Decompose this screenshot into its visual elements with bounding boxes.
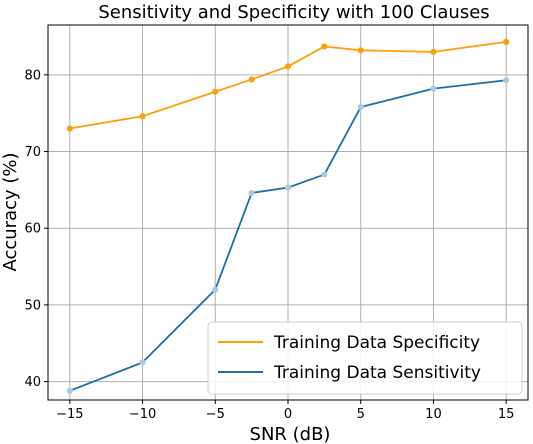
legend: Training Data Specificity Training Data S…	[207, 321, 523, 395]
series-1-point	[503, 38, 510, 45]
x-tick-label: −5	[206, 407, 225, 422]
y-tick-label: 70	[24, 145, 41, 160]
series-2-point	[139, 359, 146, 366]
x-tick-label: 5	[357, 407, 365, 422]
series-2-point	[503, 77, 510, 84]
series-2-point	[284, 184, 292, 191]
x-tick-label: 15	[498, 407, 515, 422]
x-axis-label: SNR (dB)	[250, 424, 331, 444]
series-2-point	[66, 387, 73, 394]
series-2-point	[212, 286, 219, 293]
y-tick-label: 40	[24, 375, 41, 390]
y-ticks: 40 50 60 70 80	[24, 68, 48, 390]
legend-box	[207, 321, 523, 395]
series-1-point	[430, 48, 437, 55]
x-tick-label: −10	[129, 407, 156, 422]
series-2-point	[430, 85, 437, 92]
series-markers	[66, 38, 510, 394]
series-1-point	[212, 88, 219, 95]
series-1-point	[321, 43, 328, 50]
y-tick-label: 50	[24, 298, 41, 313]
x-ticks: −15 −10 −5 0 5 10 15	[56, 400, 514, 422]
series-1-point	[357, 47, 364, 54]
series-2-point	[321, 171, 328, 178]
legend-label-1: Training Data Specificity	[273, 333, 480, 353]
y-tick-label: 80	[24, 68, 41, 83]
series-2-point	[248, 189, 255, 197]
legend-label-2: Training Data Sensitivity	[273, 363, 481, 383]
x-tick-label: 0	[284, 407, 292, 422]
series-1-point	[66, 125, 73, 132]
y-axis-label: Accuracy (%)	[0, 152, 21, 271]
y-tick-label: 60	[24, 222, 41, 237]
chart-title: Sensitivity and Specificity with 100 Cla…	[98, 2, 489, 23]
series-1-point	[284, 63, 292, 70]
series-1-point	[248, 76, 255, 83]
x-tick-label: 10	[425, 407, 442, 422]
series-2-point	[357, 103, 364, 111]
x-tick-label: −15	[56, 407, 83, 422]
series-1-point	[139, 113, 146, 120]
